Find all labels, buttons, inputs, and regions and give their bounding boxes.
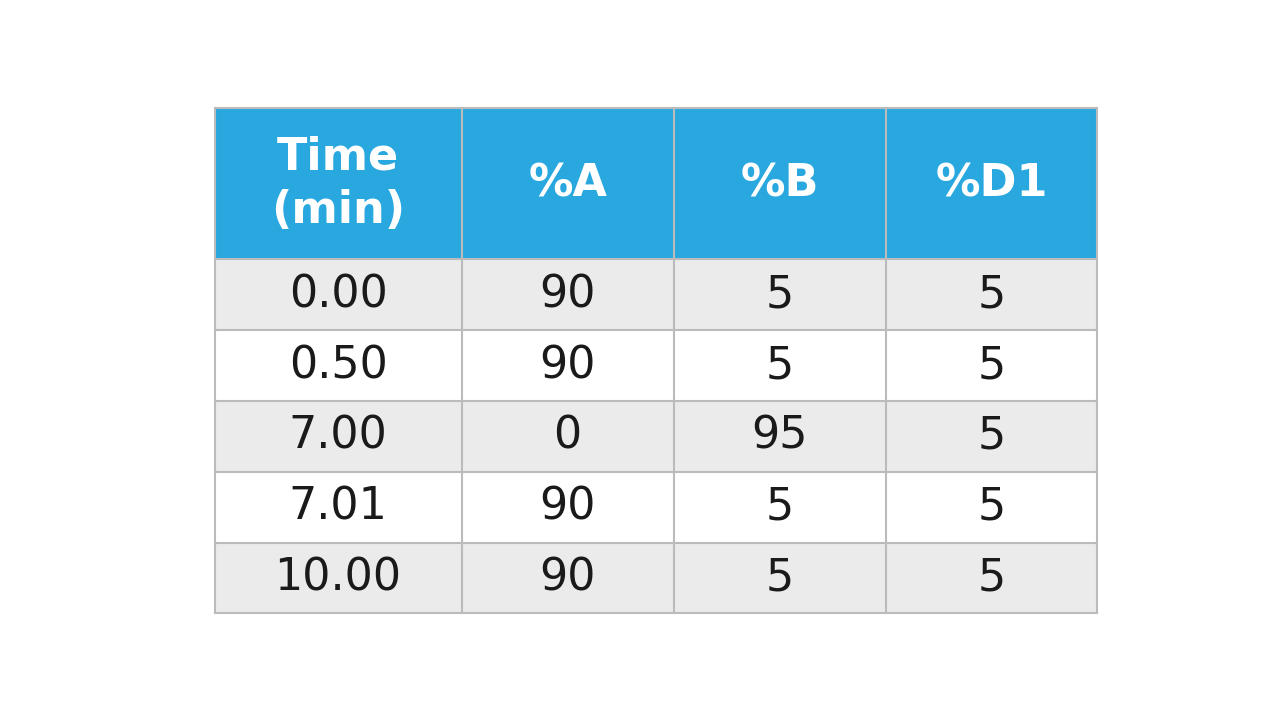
Text: 0.00: 0.00	[289, 273, 388, 316]
Text: 5: 5	[978, 556, 1006, 600]
Bar	[886, 330, 1097, 401]
Bar	[462, 330, 673, 401]
Text: 7.01: 7.01	[289, 486, 388, 529]
Text: 10.00: 10.00	[275, 556, 402, 600]
Bar	[215, 330, 462, 401]
Bar	[673, 472, 886, 543]
Text: Time
(min): Time (min)	[271, 136, 406, 231]
Bar	[462, 472, 673, 543]
Text: 5: 5	[765, 344, 794, 387]
Bar	[886, 401, 1097, 472]
Text: 90: 90	[539, 486, 596, 529]
Text: %D1: %D1	[936, 162, 1048, 205]
Bar	[462, 543, 673, 613]
Bar	[886, 259, 1097, 330]
Text: 5: 5	[978, 273, 1006, 316]
Bar	[673, 543, 886, 613]
Bar	[886, 543, 1097, 613]
Text: 5: 5	[978, 344, 1006, 387]
Text: 5: 5	[978, 486, 1006, 529]
Bar	[462, 108, 673, 259]
Text: 90: 90	[539, 556, 596, 600]
Text: 7.00: 7.00	[289, 415, 388, 458]
Bar	[673, 330, 886, 401]
Text: %B: %B	[740, 162, 819, 205]
Bar	[673, 401, 886, 472]
Text: %A: %A	[529, 162, 607, 205]
Bar	[886, 108, 1097, 259]
Bar	[215, 401, 462, 472]
Text: 0.50: 0.50	[289, 344, 388, 387]
Text: 5: 5	[978, 415, 1006, 458]
Text: 0: 0	[553, 415, 582, 458]
Bar	[886, 472, 1097, 543]
Bar	[215, 259, 462, 330]
Bar	[462, 259, 673, 330]
Text: 95: 95	[751, 415, 808, 458]
Text: 5: 5	[765, 273, 794, 316]
Text: 90: 90	[539, 273, 596, 316]
Bar	[215, 108, 462, 259]
Bar	[462, 401, 673, 472]
Bar	[215, 472, 462, 543]
Text: 5: 5	[765, 486, 794, 529]
Text: 90: 90	[539, 344, 596, 387]
Bar	[673, 259, 886, 330]
Bar	[673, 108, 886, 259]
Text: 5: 5	[765, 556, 794, 600]
Bar	[215, 543, 462, 613]
